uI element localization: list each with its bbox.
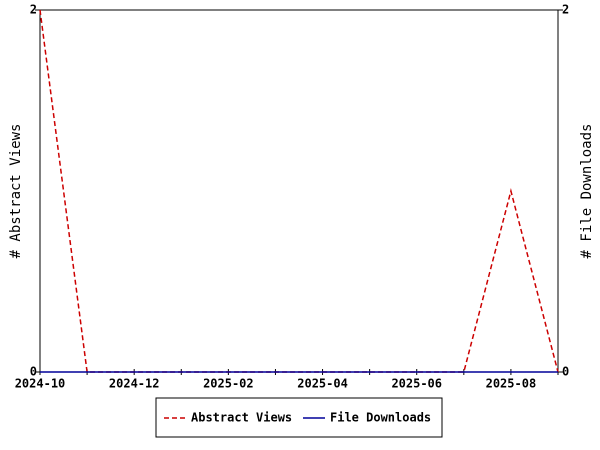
y2-tick-label: 0 [562,365,569,379]
y-tick-label: 0 [30,365,37,379]
y2-axis-title: # File Downloads [579,124,595,259]
y-axis-title: # Abstract Views [8,124,24,259]
line-series [39,9,559,373]
x-tick-label: 2025-02 [203,377,254,391]
x-tick-label: 2024-12 [109,377,160,391]
x-tick-label: 2025-04 [297,377,348,391]
legend-box [155,397,443,438]
x-tick-label: 2025-06 [391,377,442,391]
plot-frame [39,9,559,373]
legend-label: File Downloads [330,411,431,425]
y2-tick-label: 2 [562,3,569,17]
x-tick-label: 2025-08 [486,377,537,391]
x-tick-label: 2024-10 [15,377,66,391]
y-tick-label: 2 [30,3,37,17]
legend-label: Abstract Views [191,411,292,425]
